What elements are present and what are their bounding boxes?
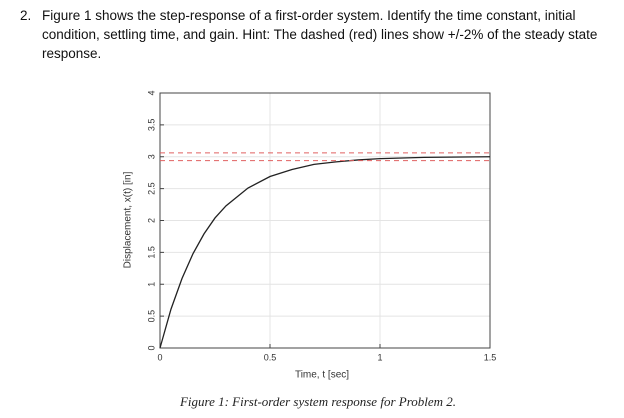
plot-frame [159,92,491,349]
x-tick-label: 0 [157,352,162,362]
x-tick-label: 0.5 [264,352,277,362]
question: 2. Figure 1 shows the step-response of a … [20,6,610,63]
y-axis-label: Displacement, x(t) [in] [123,171,134,268]
x-axis-label: Time, t [sec] [295,370,349,381]
y-tick-label: 1.5 [146,246,156,259]
figure-caption: Figure 1: First-order system response fo… [179,394,456,409]
data-line [159,156,491,349]
y-tick-label: 3 [146,154,156,159]
x-tick-label: 1.5 [484,352,497,362]
y-tick-label: 4 [146,90,156,95]
question-number: 2. [20,8,32,23]
y-tick-label: 2 [146,218,156,223]
x-tick-label: 1 [377,352,382,362]
y-tick-label: 1 [146,282,156,287]
y-tick-label: 3.5 [146,119,156,132]
y-tick-label: 0 [146,345,156,350]
y-tick-label: 0.5 [146,310,156,323]
y-tick-label: 2.5 [146,182,156,195]
question-text: Figure 1 shows the step-response of a fi… [42,8,598,61]
